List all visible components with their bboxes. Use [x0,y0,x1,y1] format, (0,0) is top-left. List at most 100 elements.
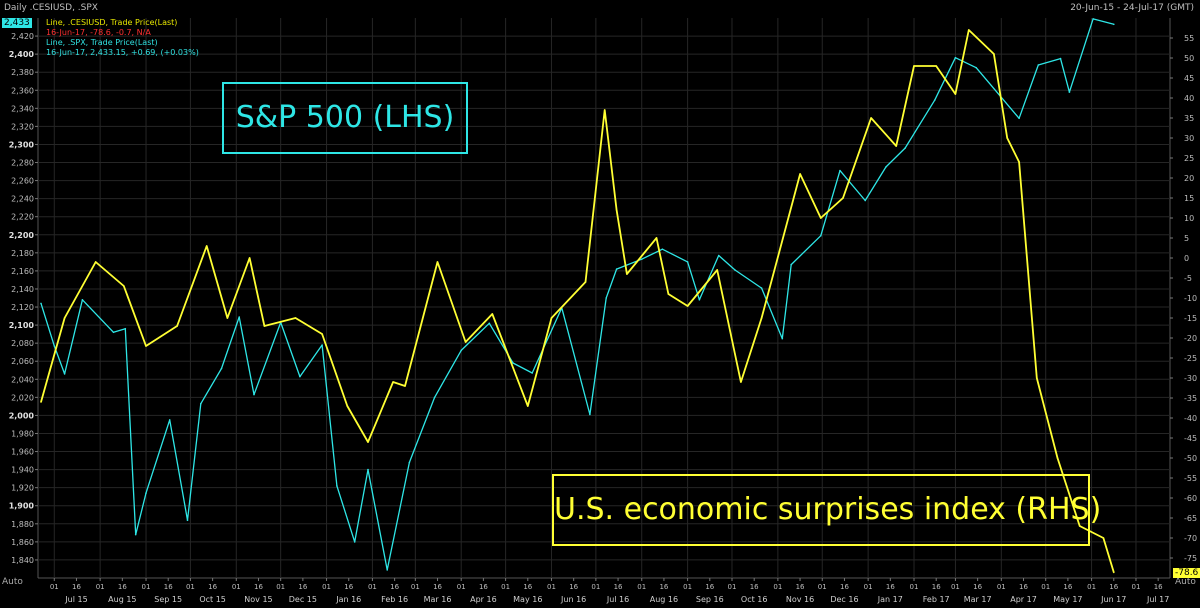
series-cesi-point [895,145,897,147]
right-auto-button[interactable]: Auto [1175,577,1196,587]
left-tick-label: 2,240 [11,195,34,204]
left-tick-label: 1,900 [9,502,35,511]
left-tick-label: 2,360 [11,86,34,95]
series-spx-point [975,67,977,69]
left-tick-label: 2,300 [9,140,35,149]
x-minor-label: 01 [591,583,600,591]
x-month-label: Mar 17 [964,595,992,604]
series-spx-point [299,376,301,378]
x-minor-label: 16 [390,583,399,591]
x-minor-label: 01 [547,583,556,591]
series-spx-point [253,394,255,396]
x-minor-label: 16 [1154,583,1163,591]
series-cesi-point [1018,161,1020,163]
series-cesi-point [227,317,229,319]
x-month-label: Apr 17 [1010,595,1037,604]
x-month-label: Jul 15 [64,595,87,604]
left-tick-label: 2,260 [11,177,34,186]
legend-spx-last: 16-Jun-17, 2,433.15, +0.69, (+0.03%) [46,48,199,57]
x-month-label: Sep 15 [154,595,182,604]
x-minor-label: 01 [818,583,827,591]
left-tick-label: 2,000 [9,411,35,420]
series-spx-point [839,170,841,172]
x-month-label: Dec 16 [830,595,858,604]
series-spx-point [113,332,115,334]
right-tick-label: 25 [1184,154,1194,163]
right-tick-label: -35 [1184,394,1197,403]
x-minor-label: 01 [368,583,377,591]
right-tick-label: -75 [1184,554,1197,563]
left-tick-label: 2,100 [9,321,35,330]
series-cesi-point [993,53,995,55]
x-month-label: Jan 17 [877,595,903,604]
x-month-label: Nov 16 [786,595,814,604]
right-tick-label: 15 [1184,194,1194,203]
series-spx-point [662,248,664,250]
series-cesi-point [968,29,970,31]
series-spx-point [699,299,701,301]
legend-spx: Line, .SPX, Trade Price(Last) [46,38,158,47]
left-tick-label: 2,060 [11,357,34,366]
series-spx-point [687,261,689,263]
right-tick-label: 10 [1184,214,1194,223]
x-minor-label: 16 [164,583,173,591]
left-tick-label: 2,380 [11,68,34,77]
left-tick-label: 1,940 [11,466,34,475]
series-cesi-point [176,325,178,327]
series-cesi-point [656,237,658,239]
series-spx-point [531,372,533,374]
series-spx-point [718,255,720,257]
x-month-label: Jan 16 [335,595,361,604]
x-minor-label: 16 [1063,583,1072,591]
series-spx-point [321,344,323,346]
series-cesi-point [955,93,957,95]
series-spx-point [200,403,202,405]
right-tick-label: -50 [1184,454,1197,463]
x-minor-label: 01 [501,583,510,591]
series-spx-point [605,297,607,299]
left-tick-label: 2,120 [11,303,34,312]
right-tick-label: -10 [1184,294,1197,303]
series-spx-point [589,414,591,416]
cesi-label: U.S. economic surprises index (RHS) [552,474,1090,546]
series-spx-point [460,350,462,352]
x-minor-label: 01 [457,583,466,591]
left-tick-label: 2,180 [11,249,34,258]
right-tick-label: -65 [1184,514,1197,523]
right-tick-label: -15 [1184,314,1197,323]
x-month-label: Aug 16 [650,595,678,604]
left-tick-label: 2,200 [9,231,35,240]
x-minor-label: 16 [659,583,668,591]
right-tick-label: -25 [1184,354,1197,363]
series-spx-point [434,397,436,399]
series-spx-point [616,268,618,270]
series-spx-point [221,368,223,370]
right-tick-label: 0 [1184,254,1189,263]
right-tick-label: -40 [1184,414,1197,423]
series-spx-point [1038,64,1040,66]
left-tick-label: 2,020 [11,393,34,402]
left-auto-button[interactable]: Auto [2,577,23,587]
series-cesi-point [295,317,297,319]
right-tick-label: 5 [1184,234,1189,243]
series-spx-point [782,338,784,340]
chart-title: Daily .CESIUSD, .SPX [4,3,98,13]
left-tick-label: 2,340 [11,104,34,113]
series-cesi-point [585,281,587,283]
left-tick-label: 2,420 [11,32,34,41]
series-cesi-point [437,261,439,263]
x-minor-label: 16 [433,583,442,591]
x-minor-label: 01 [232,583,241,591]
series-cesi-point [404,385,406,387]
x-month-label: May 16 [513,595,542,604]
series-spx-point [169,419,171,421]
x-minor-label: 01 [142,583,151,591]
series-spx-point [54,345,56,347]
series-cesi-point [799,173,801,175]
left-tick-label: 2,160 [11,267,34,276]
series-spx-point [354,541,356,543]
series-cesi-point [40,401,42,403]
x-minor-label: 01 [50,583,59,591]
series-spx-point [734,269,736,271]
left-tick-label: 2,040 [11,375,34,384]
